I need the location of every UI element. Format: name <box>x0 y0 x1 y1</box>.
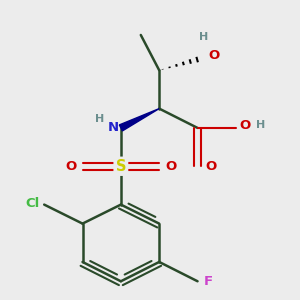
Text: O: O <box>208 49 220 62</box>
Text: Cl: Cl <box>25 196 40 210</box>
Text: H: H <box>199 32 208 42</box>
Text: O: O <box>165 160 177 173</box>
Text: H: H <box>95 114 104 124</box>
Text: H: H <box>256 121 265 130</box>
Polygon shape <box>119 109 159 131</box>
Text: N: N <box>108 121 119 134</box>
Text: O: O <box>205 160 217 173</box>
Text: O: O <box>239 119 250 132</box>
Text: O: O <box>65 160 76 173</box>
Text: S: S <box>116 159 126 174</box>
Text: F: F <box>204 275 213 288</box>
